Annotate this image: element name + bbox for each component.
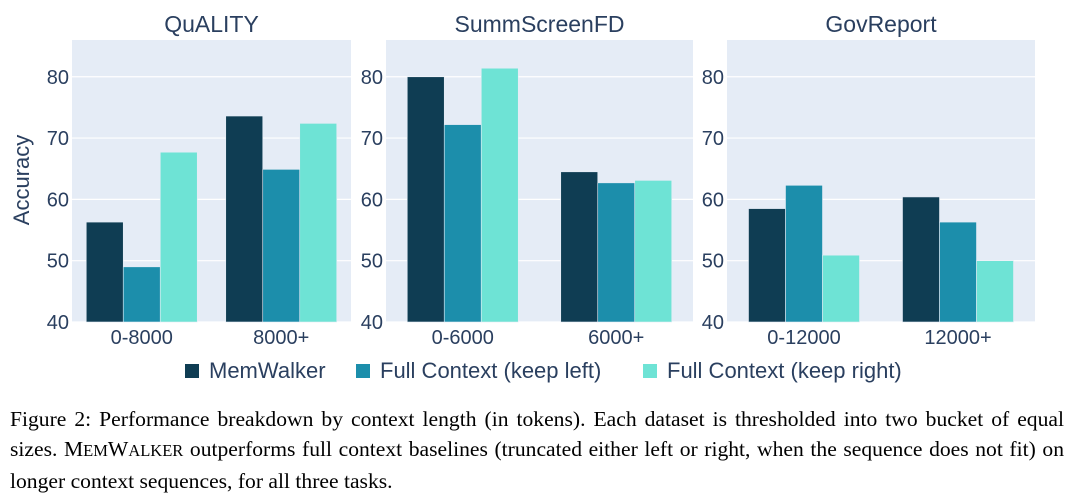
legend-label: Full Context (keep left) — [380, 358, 601, 383]
bar-full-context-keep-right--0-12000 — [822, 254, 860, 323]
y-tick-label: 40 — [361, 312, 383, 334]
panel-0: 40 50 60 70 80 0-8000 8000+ QuALITY — [47, 11, 351, 349]
legend-label: Full Context (keep right) — [667, 358, 902, 383]
x-tick-label: 12000+ — [924, 327, 991, 349]
legend-label: MemWalker — [209, 358, 326, 383]
bar-memwalker-12000+ — [902, 196, 940, 323]
y-tick-label: 60 — [702, 189, 724, 211]
y-tick-label: 40 — [47, 312, 69, 334]
bar-full-context-keep-right--0-8000 — [159, 151, 198, 323]
y-axis-label: Accuracy — [9, 135, 34, 225]
x-tick-label: 0-12000 — [767, 327, 840, 349]
bar-full-context-keep-right--12000+ — [976, 260, 1014, 323]
x-tick-label: 0-8000 — [111, 327, 173, 349]
x-tick-label: 8000+ — [253, 327, 309, 349]
bar-full-context-keep-left--0-8000 — [122, 266, 161, 323]
y-tick-label: 80 — [702, 67, 724, 89]
y-tick-label: 50 — [47, 251, 69, 273]
bar-full-context-keep-right--8000+ — [299, 123, 338, 323]
legend-swatch — [643, 364, 657, 378]
panel-title: QuALITY — [164, 11, 259, 37]
bar-memwalker-6000+ — [560, 171, 599, 323]
x-tick-label: 0-6000 — [432, 327, 494, 349]
y-tick-label: 60 — [361, 189, 383, 211]
panel-1: 40 50 60 70 80 0-6000 6000+ SummScreenFD — [361, 11, 693, 349]
bar-full-context-keep-left--0-12000 — [785, 184, 823, 323]
bar-full-context-keep-left--6000+ — [597, 182, 636, 323]
caption-label: Figure 2: — [10, 407, 92, 431]
legend-item: Full Context (keep left) — [356, 358, 601, 383]
panel-title: GovReport — [825, 11, 937, 37]
y-tick-label: 70 — [47, 128, 69, 150]
x-tick-label: 6000+ — [588, 327, 644, 349]
bar-full-context-keep-right--0-6000 — [480, 67, 519, 323]
bar-full-context-keep-left--8000+ — [262, 169, 301, 323]
caption-method-name: MEMWALKER — [63, 437, 184, 461]
bar-memwalker-0-6000 — [406, 76, 445, 323]
panel-title: SummScreenFD — [455, 11, 625, 37]
legend-item: Full Context (keep right) — [643, 358, 902, 383]
figure-caption: Figure 2: Performance breakdown by conte… — [10, 404, 1064, 496]
y-tick-label: 50 — [361, 251, 383, 273]
legend: MemWalker Full Context (keep left) Full Co… — [185, 358, 902, 383]
panel-2: 40 50 60 70 80 0-12000 12000+ GovReport — [702, 11, 1035, 349]
legend-item: MemWalker — [185, 358, 326, 383]
bar-full-context-keep-right--6000+ — [634, 180, 673, 323]
y-tick-label: 80 — [361, 67, 383, 89]
y-tick-label: 60 — [47, 189, 69, 211]
bar-memwalker-8000+ — [225, 115, 264, 323]
y-tick-label: 70 — [702, 128, 724, 150]
legend-swatch — [185, 364, 199, 378]
legend-swatch — [356, 364, 370, 378]
bar-full-context-keep-left--0-6000 — [443, 124, 482, 323]
y-tick-label: 80 — [47, 67, 69, 89]
y-tick-label: 40 — [702, 312, 724, 334]
bar-memwalker-0-8000 — [85, 221, 124, 323]
chart-panels: 40 50 60 70 80 0-8000 8000+ QuALITY 40 50 60 70 80 0-… — [47, 11, 1035, 349]
bar-full-context-keep-left--12000+ — [939, 221, 977, 323]
caption-text-after: outperforms full context baselines (trun… — [10, 437, 1064, 493]
y-tick-label: 50 — [702, 251, 724, 273]
figure-canvas: 40 50 60 70 80 0-8000 8000+ QuALITY 40 50 60 70 80 0-… — [9, 11, 1035, 383]
y-tick-label: 70 — [361, 128, 383, 150]
bar-memwalker-0-12000 — [748, 208, 786, 323]
caption-text-before: Performance breakdown by context length … — [10, 407, 1064, 461]
